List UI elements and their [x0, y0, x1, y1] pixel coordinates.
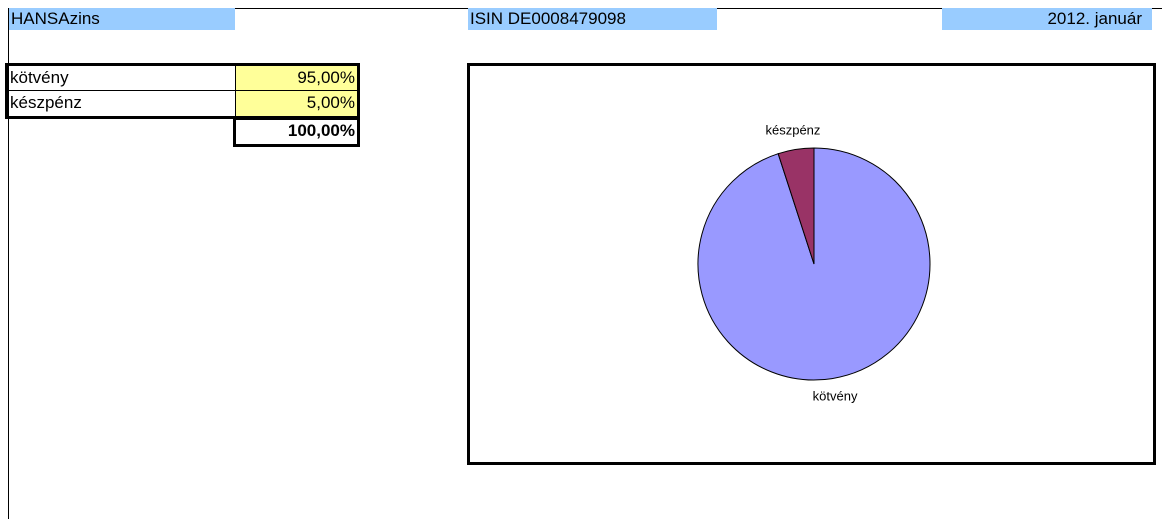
table-label: kötvény: [8, 66, 235, 91]
table-value: 5,00%: [235, 91, 357, 116]
table-total: 100,00%: [233, 117, 360, 147]
isin: ISIN DE0008479098: [468, 8, 717, 30]
fund-name: HANSAzins: [9, 8, 235, 30]
table-frame: [5, 63, 360, 119]
table-value: 95,00%: [235, 66, 357, 91]
report-date: 2012. január: [942, 8, 1152, 30]
left-border: [8, 8, 9, 519]
pie-slice: [777, 147, 815, 265]
table-label: készpénz: [10, 93, 82, 112]
slice-label: készpénz: [765, 123, 820, 138]
slice-label: kötvény: [813, 388, 858, 403]
